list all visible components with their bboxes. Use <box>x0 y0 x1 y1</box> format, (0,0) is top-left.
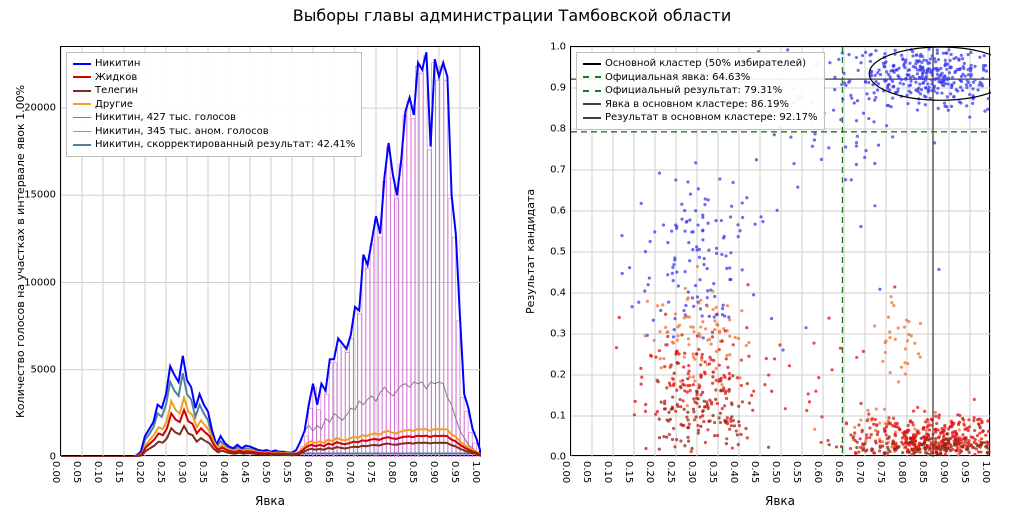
xtick: 0.05 <box>71 461 82 483</box>
ytick: 0.3 <box>550 329 571 340</box>
xtick: 0.50 <box>260 461 271 483</box>
right-ylabel: Результат кандидата <box>524 46 537 456</box>
xtick: 0.20 <box>644 461 655 483</box>
xtick: 0.75 <box>875 461 886 483</box>
legend-item: Жидков <box>73 71 355 85</box>
xtick: 0.60 <box>812 461 823 483</box>
xtick: 0.50 <box>770 461 781 483</box>
legend-item: Никитин, 345 тыс. аном. голосов <box>73 125 355 139</box>
xtick: 0.35 <box>197 461 208 483</box>
xtick: 0.40 <box>728 461 739 483</box>
xtick: 0.55 <box>791 461 802 483</box>
xtick: 1.00 <box>470 461 481 483</box>
xtick: 0.40 <box>218 461 229 483</box>
xtick: 0.45 <box>239 461 250 483</box>
xtick: 0.95 <box>959 461 970 483</box>
right-xlabel: Явка <box>570 494 990 508</box>
legend-item: Никитин, скорректированный результат: 42… <box>73 138 355 152</box>
xtick: 0.70 <box>854 461 865 483</box>
xtick: 0.25 <box>155 461 166 483</box>
chart-title: Выборы главы администрации Тамбовской об… <box>0 6 1024 25</box>
xtick: 0.25 <box>665 461 676 483</box>
left-histogram-panel: 050001000015000200000.000.050.100.150.20… <box>60 46 480 456</box>
right-legend: Основной кластер (50% избирателей)Официа… <box>576 52 825 130</box>
left-legend: НикитинЖидковТелегинДругиеНикитин, 427 т… <box>66 52 362 157</box>
legend-item: Никитин <box>73 57 355 71</box>
right-scatter-panel: 0.00.10.20.30.40.50.60.70.80.91.00.000.0… <box>570 46 990 456</box>
xtick: 0.85 <box>917 461 928 483</box>
xtick: 1.00 <box>980 461 991 483</box>
xtick: 0.00 <box>560 461 571 483</box>
xtick: 0.70 <box>344 461 355 483</box>
xtick: 0.65 <box>323 461 334 483</box>
xtick: 0.85 <box>407 461 418 483</box>
ytick: 0.7 <box>550 165 571 176</box>
xtick: 0.10 <box>602 461 613 483</box>
ytick: 0.1 <box>550 411 571 422</box>
xtick: 0.10 <box>92 461 103 483</box>
ytick: 0.4 <box>550 288 571 299</box>
xtick: 0.15 <box>113 461 124 483</box>
xtick: 0.45 <box>749 461 760 483</box>
xtick: 0.75 <box>365 461 376 483</box>
xtick: 0.80 <box>386 461 397 483</box>
xtick: 0.65 <box>833 461 844 483</box>
ytick: 15000 <box>24 190 61 201</box>
ytick: 0.5 <box>550 247 571 258</box>
legend-item: Результат в основном кластере: 92.17% <box>583 111 818 125</box>
ytick: 10000 <box>24 277 61 288</box>
legend-item: Никитин, 427 тыс. голосов <box>73 111 355 125</box>
xtick: 0.55 <box>281 461 292 483</box>
ytick: 5000 <box>31 364 61 375</box>
left-ylabel: Количество голосов на участках в интерва… <box>14 46 27 456</box>
ytick: 1.0 <box>550 42 571 53</box>
ytick: 0.8 <box>550 124 571 135</box>
xtick: 0.20 <box>134 461 145 483</box>
legend-item: Явка в основном кластере: 86.19% <box>583 98 818 112</box>
xtick: 0.00 <box>50 461 61 483</box>
ytick: 0.6 <box>550 206 571 217</box>
legend-item: Официальная явка: 64.63% <box>583 71 818 85</box>
ytick: 0.2 <box>550 370 571 381</box>
xtick: 0.30 <box>686 461 697 483</box>
ytick: 0.9 <box>550 83 571 94</box>
xtick: 0.90 <box>938 461 949 483</box>
legend-item: Другие <box>73 98 355 112</box>
xtick: 0.60 <box>302 461 313 483</box>
xtick: 0.35 <box>707 461 718 483</box>
xtick: 0.80 <box>896 461 907 483</box>
legend-item: Официальный результат: 79.31% <box>583 84 818 98</box>
xtick: 0.30 <box>176 461 187 483</box>
xtick: 0.05 <box>581 461 592 483</box>
xtick: 0.95 <box>449 461 460 483</box>
legend-item: Основной кластер (50% избирателей) <box>583 57 818 71</box>
ytick: 20000 <box>24 103 61 114</box>
legend-item: Телегин <box>73 84 355 98</box>
xtick: 0.15 <box>623 461 634 483</box>
xtick: 0.90 <box>428 461 439 483</box>
left-xlabel: Явка <box>60 494 480 508</box>
